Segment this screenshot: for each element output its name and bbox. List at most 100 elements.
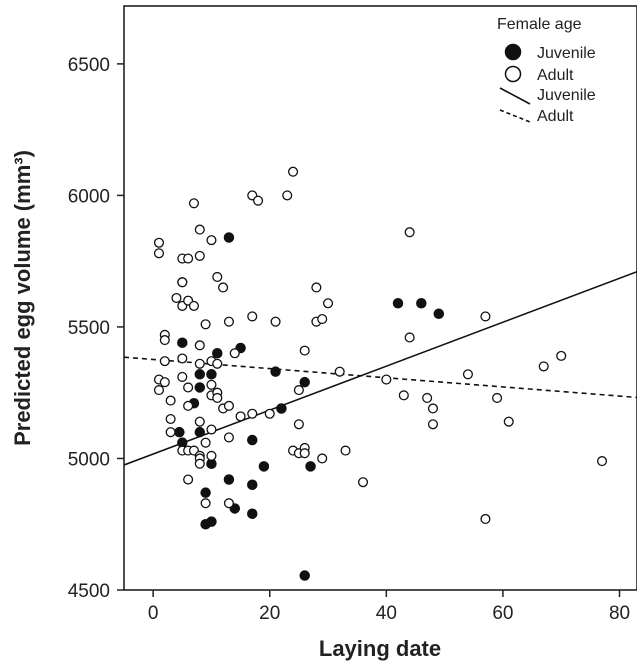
- point-adult: [218, 282, 229, 293]
- point-adult: [171, 292, 182, 304]
- point-adult: [311, 282, 322, 293]
- x-axis: 0 20 40 60 80: [148, 590, 630, 624]
- y-axis-title: Predicted egg volume (mm³): [10, 150, 35, 446]
- point-juvenile: [206, 516, 217, 527]
- point-adult: [422, 392, 433, 404]
- point-adult: [223, 400, 234, 411]
- y-tick-label: 4500: [68, 581, 110, 602]
- point-adult: [194, 224, 205, 235]
- point-adult: [480, 311, 491, 322]
- point-juvenile: [174, 426, 185, 438]
- point-adult: [334, 366, 345, 377]
- point-adult: [153, 385, 165, 396]
- plot-frame: [123, 5, 637, 591]
- y-tick-label: 6500: [68, 55, 110, 76]
- y-tick-label: 5500: [68, 318, 110, 339]
- point-adult: [165, 427, 176, 438]
- point-adult: [165, 395, 176, 406]
- point-adult: [153, 237, 165, 248]
- point-adult: [253, 195, 264, 206]
- point-adult: [357, 477, 369, 488]
- point-adult: [235, 411, 246, 422]
- point-adult: [247, 408, 258, 419]
- point-adult: [200, 498, 211, 509]
- point-adult: [288, 166, 299, 177]
- point-adult: [322, 298, 334, 309]
- point-juvenile: [223, 232, 235, 243]
- point-adult: [404, 332, 415, 343]
- legend-label-juvenile-line: Juvenile: [537, 87, 596, 104]
- x-tick-label: 60: [492, 603, 513, 624]
- point-adult: [177, 277, 188, 288]
- point-adult: [223, 498, 234, 509]
- data-points: [153, 166, 608, 581]
- point-juvenile: [223, 474, 235, 485]
- point-juvenile: [200, 487, 211, 498]
- point-adult: [229, 348, 240, 359]
- x-tick-label: 20: [259, 603, 280, 624]
- x-tick-label: 0: [148, 603, 159, 624]
- point-adult: [177, 371, 188, 382]
- y-tick-label: 5000: [68, 449, 110, 470]
- x-tick-label: 80: [609, 603, 630, 624]
- point-adult: [194, 416, 205, 427]
- point-adult: [404, 227, 415, 238]
- point-adult: [177, 353, 188, 364]
- point-adult: [492, 392, 503, 404]
- legend-label-juvenile-points: Juvenile: [537, 45, 596, 62]
- point-adult: [183, 253, 194, 264]
- legend: Female age Juvenile Adult Juvenile Adult: [497, 16, 596, 125]
- point-adult: [556, 350, 567, 361]
- legend-line-juvenile: [499, 87, 531, 105]
- point-adult: [381, 374, 392, 385]
- point-juvenile: [206, 369, 217, 380]
- point-juvenile: [194, 426, 206, 438]
- point-adult: [317, 453, 328, 464]
- point-adult: [183, 400, 194, 411]
- point-adult: [183, 474, 194, 485]
- legend-marker-adult: [504, 65, 522, 83]
- point-adult: [165, 413, 176, 425]
- point-juvenile: [416, 298, 427, 309]
- point-adult: [282, 190, 293, 201]
- point-adult: [200, 437, 211, 448]
- point-juvenile: [246, 508, 258, 519]
- point-adult: [206, 379, 217, 390]
- point-adult: [194, 458, 205, 469]
- point-adult: [194, 358, 205, 369]
- point-adult: [223, 316, 234, 327]
- point-adult: [340, 445, 351, 456]
- point-adult: [247, 311, 258, 322]
- point-adult: [270, 316, 281, 327]
- point-adult: [206, 450, 217, 461]
- legend-label-adult-points: Adult: [537, 67, 574, 84]
- y-tick-label: 6000: [68, 186, 110, 207]
- point-juvenile: [276, 403, 287, 414]
- point-adult: [194, 250, 205, 261]
- point-adult: [480, 513, 491, 525]
- point-adult: [293, 385, 304, 396]
- point-adult: [212, 271, 223, 283]
- point-adult: [299, 448, 310, 459]
- legend-marker-juvenile: [504, 43, 522, 61]
- point-juvenile: [299, 570, 310, 581]
- point-juvenile: [194, 382, 206, 393]
- point-adult: [212, 358, 223, 369]
- point-adult: [427, 419, 439, 430]
- point-adult: [427, 403, 439, 414]
- point-adult: [317, 313, 328, 325]
- point-adult: [264, 408, 275, 419]
- point-adult: [183, 382, 194, 393]
- point-adult: [299, 345, 310, 356]
- point-juvenile: [305, 461, 316, 472]
- point-adult: [223, 432, 234, 443]
- point-adult: [200, 319, 211, 330]
- point-adult: [194, 340, 205, 351]
- point-adult: [538, 361, 549, 372]
- legend-label-adult-line: Adult: [537, 108, 574, 125]
- point-juvenile: [212, 347, 223, 359]
- point-juvenile: [392, 298, 404, 309]
- point-adult: [159, 356, 170, 367]
